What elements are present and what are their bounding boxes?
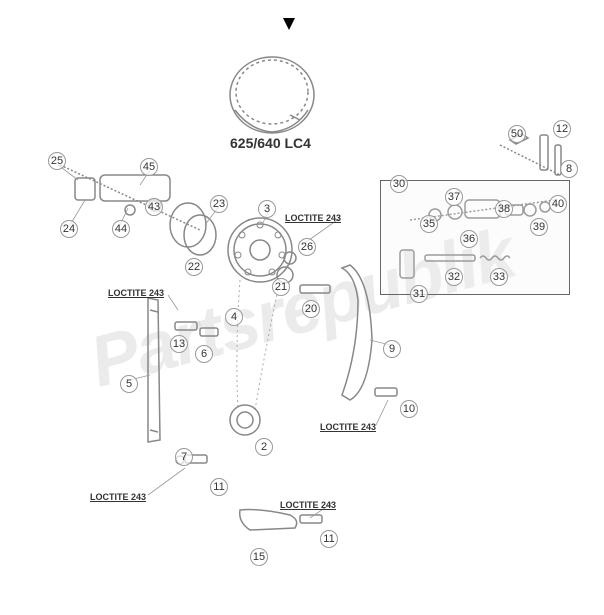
callout-15: 15 <box>250 548 268 566</box>
callout-5: 5 <box>120 375 138 393</box>
callout-45: 45 <box>140 158 158 176</box>
callout-2: 2 <box>255 438 273 456</box>
callout-26: 26 <box>298 238 316 256</box>
callout-9: 9 <box>383 340 401 358</box>
loctite-label: LOCTITE 243 <box>285 213 341 223</box>
callout-3: 3 <box>258 200 276 218</box>
callout-6: 6 <box>195 345 213 363</box>
loctite-label: LOCTITE 243 <box>108 288 164 298</box>
callout-36: 36 <box>460 230 478 248</box>
callout-44: 44 <box>112 220 130 238</box>
callout-11: 11 <box>210 478 228 496</box>
callout-35: 35 <box>420 215 438 233</box>
callout-7: 7 <box>175 448 193 466</box>
callout-40: 40 <box>549 195 567 213</box>
callout-31: 31 <box>410 285 428 303</box>
callout-39: 39 <box>530 218 548 236</box>
callout-22: 22 <box>185 258 203 276</box>
callout-8: 8 <box>560 160 578 178</box>
callout-30: 30 <box>390 175 408 193</box>
callout-37: 37 <box>445 188 463 206</box>
callout-43: 43 <box>145 198 163 216</box>
loctite-label: LOCTITE 243 <box>320 422 376 432</box>
callout-25: 25 <box>48 152 66 170</box>
callout-12: 12 <box>553 120 571 138</box>
callout-23: 23 <box>210 195 228 213</box>
pointer-arrow <box>283 18 295 30</box>
callout-50: 50 <box>508 125 526 143</box>
diagram-title: 625/640 LC4 <box>230 135 311 151</box>
callout-11: 11 <box>320 530 338 548</box>
callout-32: 32 <box>445 268 463 286</box>
callout-33: 33 <box>490 268 508 286</box>
loctite-label: LOCTITE 243 <box>280 500 336 510</box>
callout-10: 10 <box>400 400 418 418</box>
loctite-label: LOCTITE 243 <box>90 492 146 502</box>
callout-20: 20 <box>302 300 320 318</box>
callout-38: 38 <box>495 200 513 218</box>
callout-4: 4 <box>225 308 243 326</box>
callout-13: 13 <box>170 335 188 353</box>
callout-21: 21 <box>272 278 290 296</box>
callout-24: 24 <box>60 220 78 238</box>
